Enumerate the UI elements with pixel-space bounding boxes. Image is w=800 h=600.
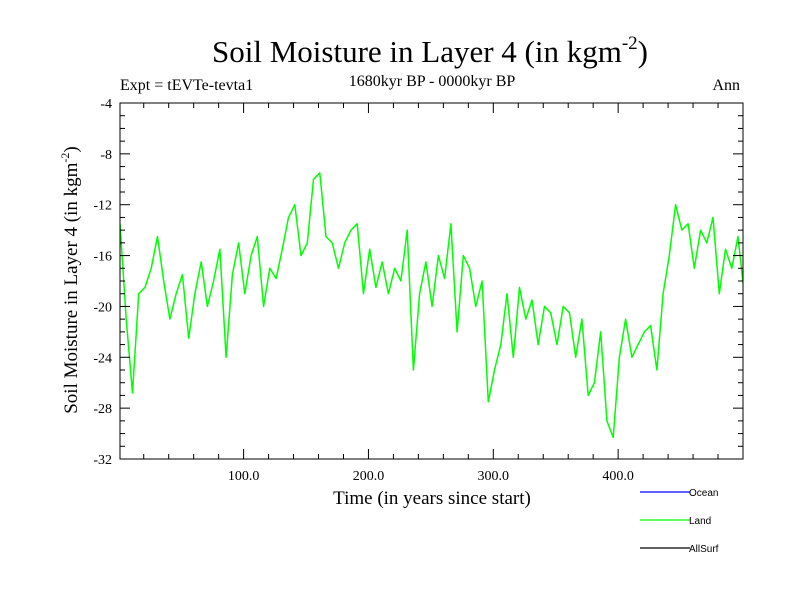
y-tick-label: -20 (93, 300, 112, 315)
legend-item-allsurf: AllSurf (640, 544, 719, 555)
chart-title-close: ) (638, 34, 648, 69)
y-tick-label: -28 (93, 402, 112, 417)
series-line-land (120, 172, 743, 439)
y-axis-label-main: Soil Moisture in Layer 4 (in kgm (61, 162, 82, 413)
chart-subtitle: 1680kyr BP - 0000kyr BP (349, 73, 516, 90)
x-tick-label: 400.0 (602, 469, 634, 484)
experiment-label: Expt = tEVTe-tevta1 (120, 77, 253, 94)
chart-title-main: Soil Moisture in Layer 4 (in kgm (212, 34, 622, 69)
x-axis-label: Time (in years since start) (333, 488, 531, 509)
x-tick-label: 300.0 (478, 469, 510, 484)
x-tick-label: 100.0 (228, 469, 260, 484)
legend-label: AllSurf (689, 544, 719, 555)
y-axis-label-close: ) (61, 146, 82, 152)
period-label: Ann (712, 77, 740, 94)
y-tick-label: -4 (100, 97, 112, 112)
y-tick-label: -24 (93, 351, 112, 366)
chart-title-superscript: -2 (622, 33, 638, 54)
y-axis-label-superscript: -2 (58, 153, 72, 163)
chart-title: Soil Moisture in Layer 4 (in kgm-2) (212, 33, 648, 69)
y-tick-label: -16 (93, 250, 112, 265)
legend-label: Land (689, 516, 711, 527)
y-tick-label: -12 (93, 199, 112, 214)
axis-layer: 100.0 200.0 300.0 400.0 -4 -8 -12 -16 -20 -24 -28 -… (93, 97, 743, 484)
legend: Ocean Land AllSurf (640, 488, 719, 555)
y-axis-label: Soil Moisture in Layer 4 (in kgm-2) (58, 146, 82, 414)
legend-item-land: Land (640, 516, 711, 527)
series-layer (120, 172, 743, 439)
legend-label: Ocean (689, 488, 718, 499)
x-tick-label: 200.0 (353, 469, 385, 484)
y-tick-label: -32 (93, 453, 112, 468)
legend-item-ocean: Ocean (640, 488, 718, 499)
y-tick-label: -8 (100, 148, 112, 163)
